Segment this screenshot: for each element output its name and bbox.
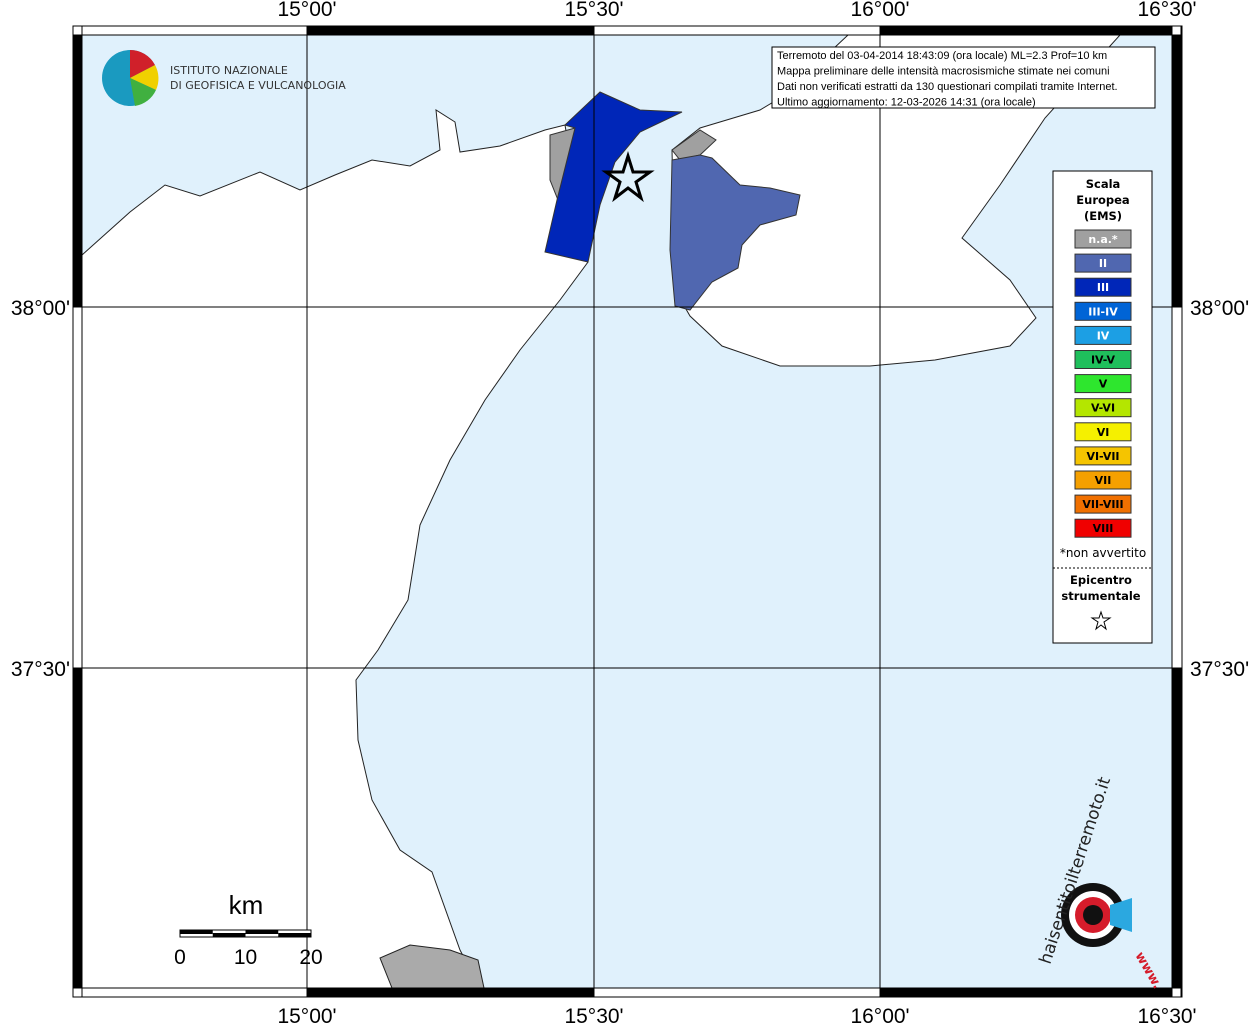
legend-note: *non avvertito: [1060, 546, 1146, 560]
info-box: Terremoto del 03-04-2014 18:43:09 (ora l…: [771, 46, 1156, 109]
frame-corner: [1171, 987, 1182, 998]
legend-title: Scala: [1086, 177, 1121, 191]
legend-swatch: [1074, 470, 1132, 490]
legend-label: II: [1099, 257, 1107, 270]
legend-swatch: [1074, 229, 1132, 249]
frame-band: [72, 667, 83, 989]
lon-label: 15°00': [277, 0, 336, 21]
frame-corner: [72, 987, 83, 998]
legend-label: VII-VIII: [1082, 498, 1123, 511]
legend-swatch: [1074, 301, 1132, 321]
legend-swatch: [1074, 518, 1132, 538]
info-frame: [771, 46, 1156, 109]
legend-swatch: [1074, 325, 1132, 345]
legend-swatch: [1074, 422, 1132, 442]
legend-label: VIII: [1093, 522, 1114, 535]
legend-label: III-IV: [1088, 305, 1118, 318]
frame-band: [72, 306, 83, 669]
scale-segment: [180, 930, 213, 934]
scale-segment: [212, 933, 246, 937]
legend-swatch: [1074, 374, 1132, 394]
legend-swatch: [1074, 446, 1132, 466]
lon-label: 16°00': [850, 1005, 909, 1024]
lat-label: 37°30': [1190, 658, 1249, 681]
legend-swatch: [1074, 494, 1132, 514]
ingv-logo: ISTITUTO NAZIONALE DI GEOFISICA E VULCAN…: [102, 49, 346, 106]
legend-swatch: [1074, 398, 1132, 418]
frame-band: [306, 25, 595, 36]
logo-text: ISTITUTO NAZIONALE: [170, 64, 288, 77]
frame-corner: [72, 25, 83, 36]
frame-band: [1171, 667, 1183, 989]
legend-label: III: [1097, 281, 1109, 294]
legend-label: n.a.*: [1088, 233, 1118, 246]
legend-label: VI-VII: [1086, 450, 1119, 463]
info-line: Ultimo aggiornamento: 12-03-2026 14:31 (…: [777, 97, 1036, 109]
frame-band: [879, 987, 1173, 998]
frame-band: [1171, 34, 1183, 308]
info-line: Mappa preliminare delle intensità macros…: [777, 66, 1110, 78]
frame-corner: [1171, 25, 1182, 36]
frame: [72, 25, 1183, 998]
legend-label: V-VI: [1091, 402, 1115, 415]
legend-star: [1090, 610, 1112, 631]
lon-label: 16°00': [850, 0, 909, 21]
frame-band: [1171, 306, 1183, 669]
frame-band: [593, 987, 881, 998]
lat-label: 38°00': [11, 297, 70, 320]
scale-segment: [245, 930, 279, 934]
lat-label: 37°30': [11, 658, 70, 681]
legend-title: Europea: [1076, 193, 1129, 207]
scale-tick: 10: [234, 946, 257, 969]
frame-band: [593, 25, 881, 36]
frame-band: [81, 987, 308, 998]
epicenter-star: [601, 150, 655, 203]
logo-segment: [130, 78, 156, 106]
info-line: Terremoto del 03-04-2014 18:43:09 (ora l…: [777, 50, 1107, 62]
legend-swatch: [1074, 350, 1132, 369]
frame-band: [72, 34, 83, 308]
legend-label: VI: [1097, 426, 1110, 439]
site-logo-horn: [1110, 898, 1132, 932]
site-logo-ring: [1083, 905, 1103, 925]
logo-segment: [130, 65, 159, 90]
area-iii: [544, 91, 683, 263]
legend-swatch: [1074, 253, 1132, 273]
scale-tick: 20: [299, 946, 322, 969]
scale-unit: km: [229, 890, 264, 920]
info-line: Dati non verificati estratti da 130 ques…: [777, 81, 1118, 93]
legend-label: IV: [1097, 329, 1110, 342]
logo-segment: [130, 49, 155, 78]
lon-label: 15°30': [564, 0, 623, 21]
lon-label: 15°00': [277, 1005, 336, 1024]
scale-tick: 0: [174, 946, 186, 969]
legend-label: V: [1099, 378, 1108, 391]
frame-band: [306, 987, 595, 998]
legend-title: (EMS): [1084, 209, 1122, 223]
scale-segment: [278, 933, 311, 937]
legend: ScalaEuropea(EMS)n.a.*IIIIIIII-IVIVIV-VV…: [1052, 170, 1153, 644]
logo-text: DI GEOFISICA E VULCANOLOGIA: [170, 79, 346, 92]
lon-label: 15°30': [564, 1005, 623, 1024]
legend-label: IV-V: [1091, 354, 1116, 367]
lon-label: 16°30': [1137, 0, 1196, 21]
grid: [82, 35, 1172, 988]
legend-epicenter: Epicentro: [1070, 573, 1132, 587]
legend-label: VII: [1095, 474, 1112, 487]
frame-band: [879, 25, 1173, 36]
frame-band: [81, 25, 308, 36]
lon-label: 16°30': [1137, 1005, 1196, 1024]
legend-epicenter: strumentale: [1061, 589, 1140, 603]
lat-label: 38°00': [1190, 297, 1249, 320]
scale-bar: km 0 10 20: [174, 890, 323, 969]
legend-swatch: [1074, 277, 1132, 297]
